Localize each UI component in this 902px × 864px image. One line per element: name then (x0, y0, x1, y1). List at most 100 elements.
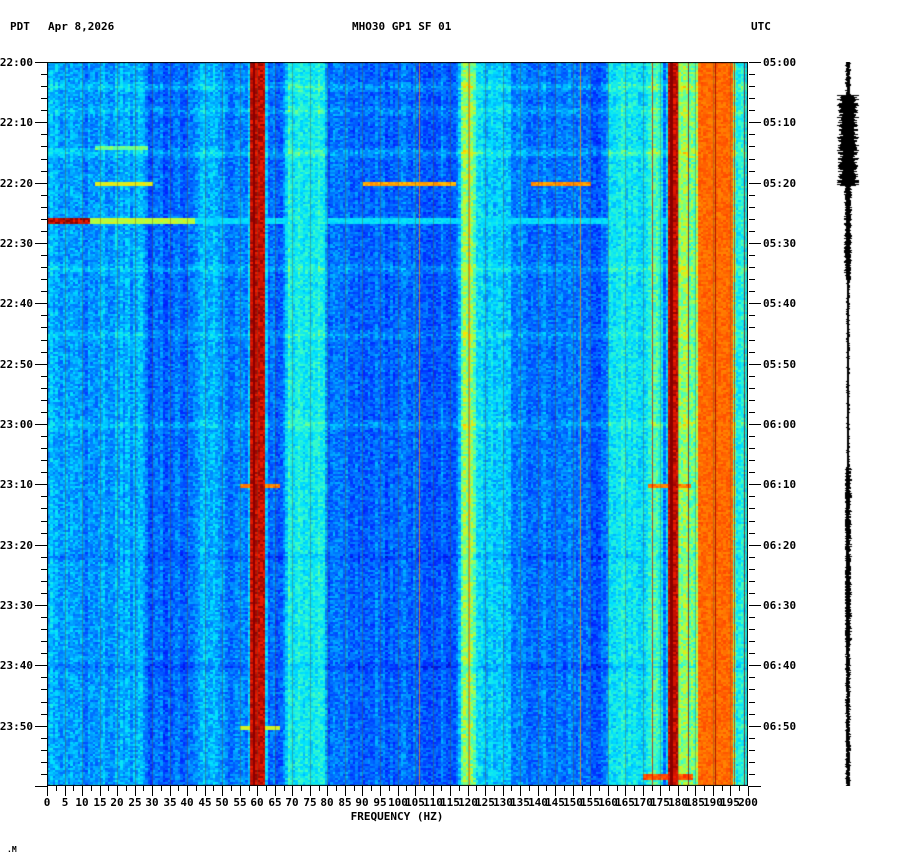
axis-tick-minor (749, 388, 755, 389)
axis-tick-minor (41, 629, 47, 630)
freq-tick-major (275, 786, 276, 796)
axis-tick-minor (41, 750, 47, 751)
axis-tick-major (35, 545, 47, 546)
freq-tick-major (47, 786, 48, 796)
freq-axis-label: 20 (110, 796, 124, 809)
freq-axis-label: 40 (180, 796, 194, 809)
axis-tick-major (749, 303, 761, 304)
freq-axis-label: 10 (75, 796, 89, 809)
page-title: MHO30 GP1 SF 01 (352, 20, 452, 33)
axis-tick-minor (749, 533, 755, 534)
time-axis-label: 05:20 (763, 177, 797, 190)
axis-tick-minor (749, 74, 755, 75)
axis-tick-minor (41, 460, 47, 461)
freq-tick-major (257, 786, 258, 796)
freq-tick-major (82, 786, 83, 796)
freq-tick-major (362, 786, 363, 796)
freq-axis-label: 195 (720, 796, 740, 809)
freq-axis-label: 115 (440, 796, 460, 809)
freq-tick-major (100, 786, 101, 796)
axis-tick-minor (749, 677, 755, 678)
axis-tick-minor (41, 593, 47, 594)
axis-tick-minor (41, 327, 47, 328)
axis-tick-minor (749, 641, 755, 642)
axis-tick-major (35, 303, 47, 304)
axis-tick-minor (749, 352, 755, 353)
axis-tick-major (749, 665, 761, 666)
freq-tick-minor (319, 786, 320, 791)
axis-tick-minor (41, 557, 47, 558)
axis-tick-minor (749, 496, 755, 497)
axis-tick-minor (749, 400, 755, 401)
axis-tick-minor (749, 110, 755, 111)
freq-tick-minor (178, 786, 179, 791)
axis-tick-minor (749, 134, 755, 135)
freq-tick-minor (669, 786, 670, 791)
axis-tick-minor (749, 569, 755, 570)
freq-tick-minor (126, 786, 127, 791)
axis-tick-minor (41, 352, 47, 353)
freq-tick-major (520, 786, 521, 796)
frequency-axis: FREQUENCY (HZ) 0 5 10 15 20 25 30 35 40 45 50 55 60 6… (43, 786, 758, 826)
freq-tick-major (590, 786, 591, 796)
axis-tick-minor (749, 98, 755, 99)
spectrogram-plot[interactable] (47, 62, 748, 786)
freq-tick-major (152, 786, 153, 796)
freq-tick-minor (73, 786, 74, 791)
axis-tick-major (35, 424, 47, 425)
freq-tick-major (415, 786, 416, 796)
time-axis-label: 23:30 (0, 599, 33, 612)
freq-tick-major (538, 786, 539, 796)
axis-tick-minor (41, 146, 47, 147)
freq-axis-label: 170 (633, 796, 653, 809)
axis-tick-minor (749, 340, 755, 341)
axis-tick-minor (749, 593, 755, 594)
freq-tick-minor (687, 786, 688, 791)
axis-tick-minor (749, 255, 755, 256)
freq-tick-minor (301, 786, 302, 791)
freq-tick-minor (143, 786, 144, 791)
freq-tick-minor (739, 786, 740, 791)
corner-mark: .M (7, 845, 17, 854)
axis-tick-major (749, 122, 761, 123)
axis-tick-minor (41, 388, 47, 389)
axis-tick-major (749, 786, 761, 787)
axis-tick-minor (41, 134, 47, 135)
axis-tick-minor (41, 533, 47, 534)
freq-tick-major (433, 786, 434, 796)
axis-tick-minor (41, 279, 47, 280)
freq-tick-major (555, 786, 556, 796)
freq-tick-minor (213, 786, 214, 791)
freq-axis-label: 55 (233, 796, 247, 809)
axis-tick-minor (41, 702, 47, 703)
freq-tick-minor (284, 786, 285, 791)
freq-axis-label: 0 (43, 796, 51, 809)
axis-tick-minor (749, 291, 755, 292)
time-axis-label: 06:50 (763, 720, 797, 733)
freq-tick-major (398, 786, 399, 796)
axis-tick-major (35, 665, 47, 666)
freq-axis-label: 200 (738, 796, 758, 809)
axis-tick-minor (749, 448, 755, 449)
freq-axis-label: 130 (493, 796, 513, 809)
freq-tick-minor (336, 786, 337, 791)
header-timezone-right: UTC (751, 20, 771, 33)
time-axis-label: 05:10 (763, 116, 797, 129)
axis-tick-major (35, 605, 47, 606)
freq-tick-minor (406, 786, 407, 791)
axis-tick-minor (749, 521, 755, 522)
time-axis-label: 23:00 (0, 418, 33, 431)
axis-tick-minor (41, 617, 47, 618)
time-axis-label: 22:50 (0, 358, 33, 371)
time-axis-label: 06:00 (763, 418, 797, 431)
freq-axis-label: 95 (373, 796, 387, 809)
axis-tick-minor (749, 750, 755, 751)
freq-tick-major (695, 786, 696, 796)
time-axis-label: 05:30 (763, 237, 797, 250)
freq-axis-label: 150 (563, 796, 583, 809)
time-axis-label: 05:40 (763, 297, 797, 310)
axis-tick-minor (41, 581, 47, 582)
axis-tick-minor (41, 98, 47, 99)
freq-axis-label: 190 (703, 796, 723, 809)
amplitude-trace-canvas (820, 62, 890, 786)
